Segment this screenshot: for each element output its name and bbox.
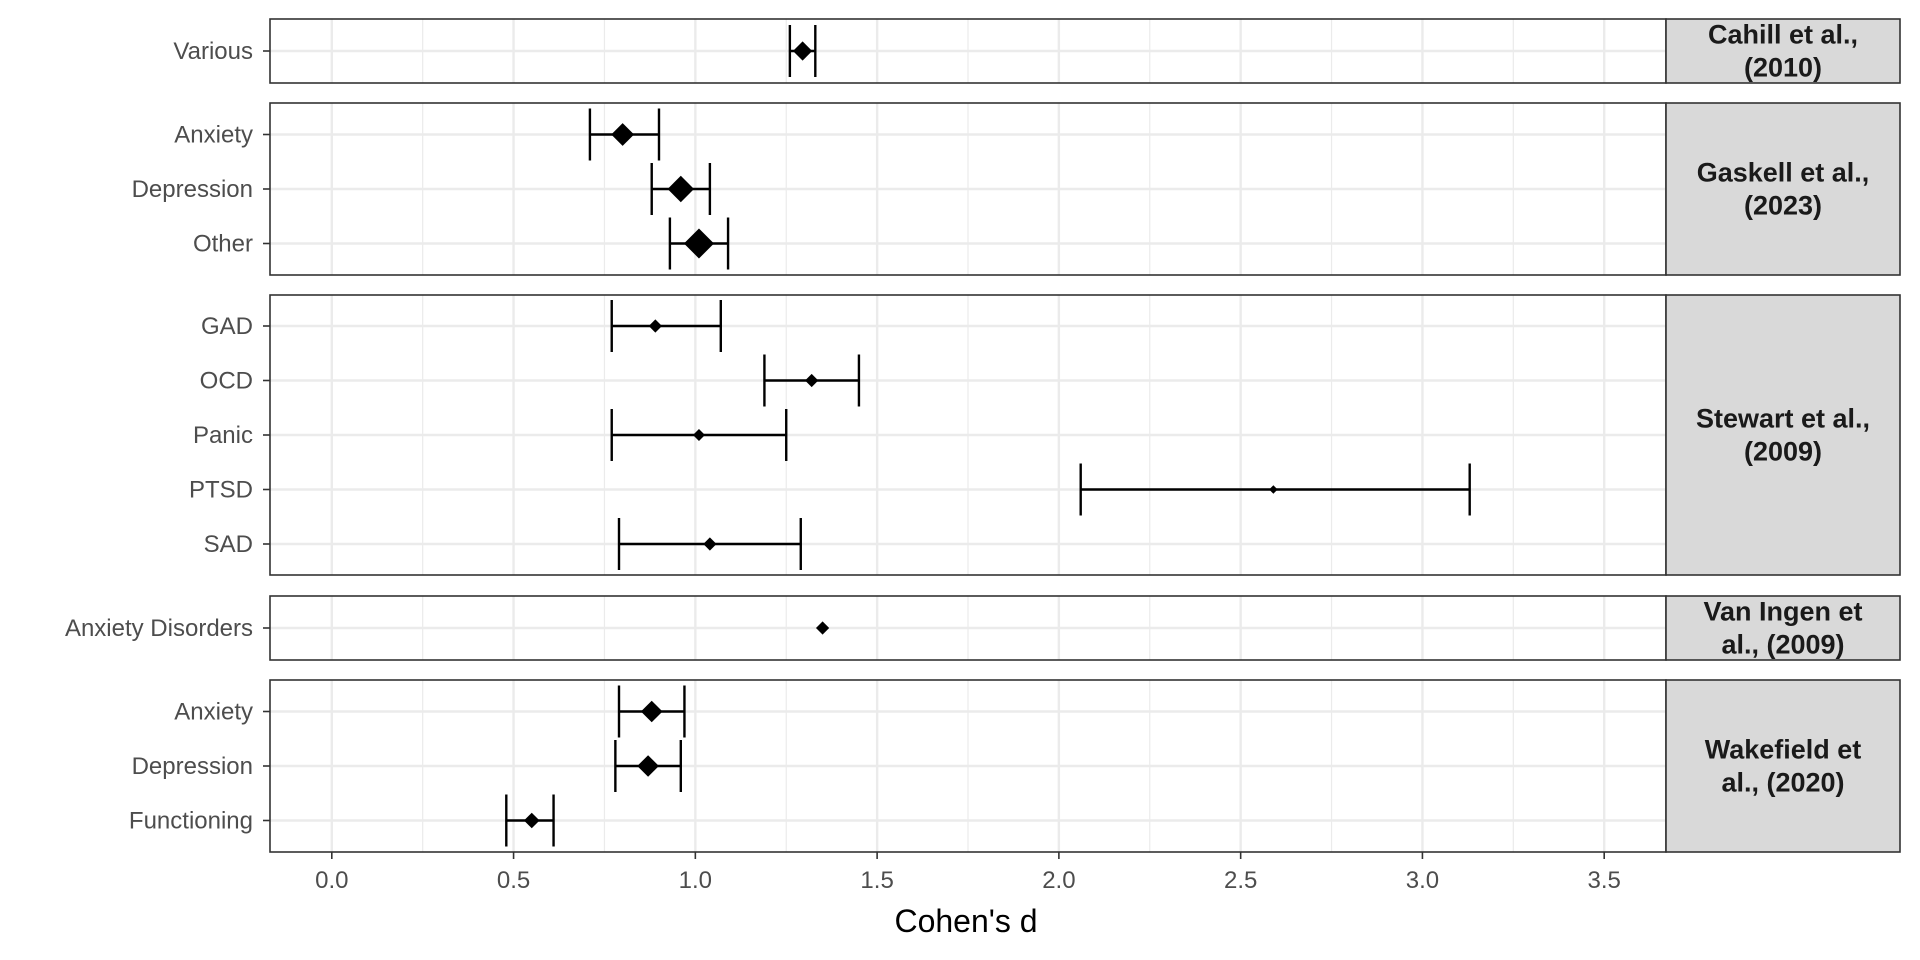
facet-strip-label: Stewart et al., <box>1696 404 1870 434</box>
facet-strip <box>1665 294 1901 576</box>
y-tick-label: PTSD <box>189 477 253 504</box>
x-tick-label: 0.0 <box>315 867 348 894</box>
point-estimate <box>523 812 540 829</box>
facet-strip-label: Cahill et al., <box>1708 20 1858 50</box>
facet-strip <box>1665 679 1901 853</box>
y-tick-label: Depression <box>132 753 253 780</box>
point-estimate <box>640 700 663 723</box>
facet-strip-label: Wakefield et <box>1705 735 1862 765</box>
x-axis-title: Cohen's d <box>894 903 1037 939</box>
facet-strip-label: (2023) <box>1744 191 1822 221</box>
x-tick-label: 0.5 <box>497 867 530 894</box>
x-tick-label: 3.0 <box>1406 867 1439 894</box>
y-tick-label: Anxiety <box>174 122 253 149</box>
facet-strip-label: al., (2009) <box>1721 630 1844 660</box>
x-tick-label: 1.5 <box>860 867 893 894</box>
y-tick-label: Depression <box>132 176 253 203</box>
facet-strip <box>1665 595 1901 661</box>
facet-strip-label: Gaskell et al., <box>1697 158 1870 188</box>
panel-4: Functioning Depression Anxiety Wakefield et… <box>129 679 1901 853</box>
y-tick-label: SAD <box>204 531 253 558</box>
point-estimate <box>667 175 695 203</box>
point-estimate <box>648 319 662 333</box>
x-tick-label: 1.0 <box>679 867 712 894</box>
facet-strip <box>1665 18 1901 84</box>
y-tick-label: Panic <box>193 422 253 449</box>
x-tick-label: 2.0 <box>1042 867 1075 894</box>
point-estimate <box>692 429 705 441</box>
point-estimate <box>1269 485 1278 494</box>
x-tick-label: 2.5 <box>1224 867 1257 894</box>
point-estimate <box>703 537 717 551</box>
panel-2: SAD PTSD Panic OCD GAD Stewart et al.,(2009) <box>189 294 1901 576</box>
point-estimate <box>683 228 714 259</box>
point-estimate <box>611 123 635 146</box>
facet-strip <box>1665 102 1901 276</box>
panels-layer: Various Cahill et al.,(2010) Other Depressi… <box>65 18 1901 853</box>
y-tick-label: OCD <box>200 368 253 395</box>
x-axis: 0.0 0.5 1.0 1.5 2.0 2.5 3.0 3.5 <box>315 852 1621 894</box>
y-tick-label: Anxiety Disorders <box>65 615 253 642</box>
facet-strip-label: (2009) <box>1744 437 1822 467</box>
panel-0: Various Cahill et al.,(2010) <box>173 18 1901 84</box>
point-estimate <box>637 755 659 777</box>
y-tick-label: Anxiety <box>174 699 253 726</box>
point-estimate <box>805 373 819 388</box>
y-tick-label: Functioning <box>129 808 253 835</box>
facet-strip-label: (2010) <box>1744 53 1822 83</box>
facet-strip-label: al., (2020) <box>1721 768 1844 798</box>
panel-1: Other Depression Anxiety Gaskell et al.,(20… <box>132 102 1901 276</box>
facet-strip-label: Van Ingen et <box>1703 597 1862 627</box>
y-tick-label: Other <box>193 231 253 258</box>
y-tick-label: Various <box>173 38 253 65</box>
point-estimate <box>815 621 830 635</box>
point-estimate <box>792 41 813 61</box>
x-tick-label: 3.5 <box>1588 867 1621 894</box>
y-tick-label: GAD <box>201 313 253 340</box>
